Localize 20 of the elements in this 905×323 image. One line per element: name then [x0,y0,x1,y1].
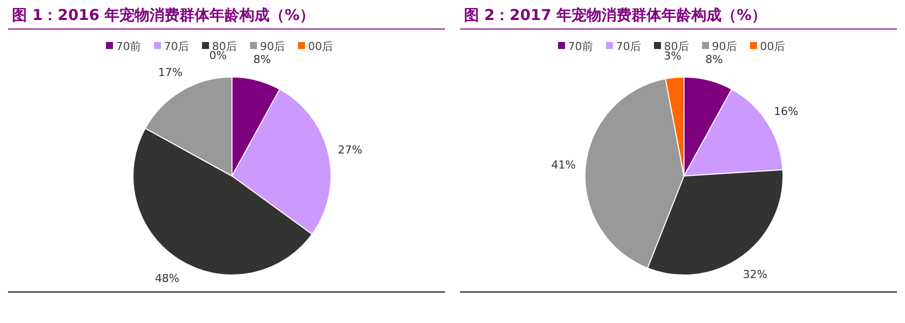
data-label: 17% [158,66,183,79]
legend-label: 90后 [712,40,737,53]
data-label: 8% [253,52,271,66]
legend-label: 00后 [308,40,333,53]
data-label: 8% [705,52,723,66]
chart-title: 图 2：2017 年宠物消费群体年龄构成（%） [464,6,767,24]
legend-label: 70前 [568,40,593,53]
data-label: 27% [338,144,362,157]
data-label: 3% [664,50,682,63]
data-label: 16% [774,105,798,118]
legend-label: 70后 [616,40,641,53]
legend-label: 00后 [760,40,785,53]
legend-label: 70前 [116,40,141,53]
data-label: 41% [551,158,576,172]
text: 0% [209,49,227,62]
legend-label: 90后 [260,40,285,53]
chart-title: 图 1：2016 年宠物消费群体年龄构成（%） [12,6,315,24]
data-label: 32% [742,268,768,281]
data-label: 48% [154,272,180,286]
legend-label: 70后 [164,40,189,53]
